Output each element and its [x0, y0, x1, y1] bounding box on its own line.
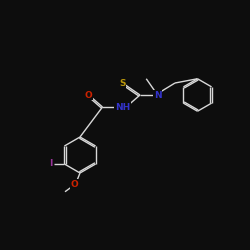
Text: O: O — [71, 180, 78, 189]
Text: N: N — [154, 90, 161, 100]
Text: NH: NH — [115, 102, 130, 112]
Text: I: I — [49, 160, 52, 168]
Text: S: S — [119, 78, 126, 88]
Text: O: O — [85, 90, 92, 100]
